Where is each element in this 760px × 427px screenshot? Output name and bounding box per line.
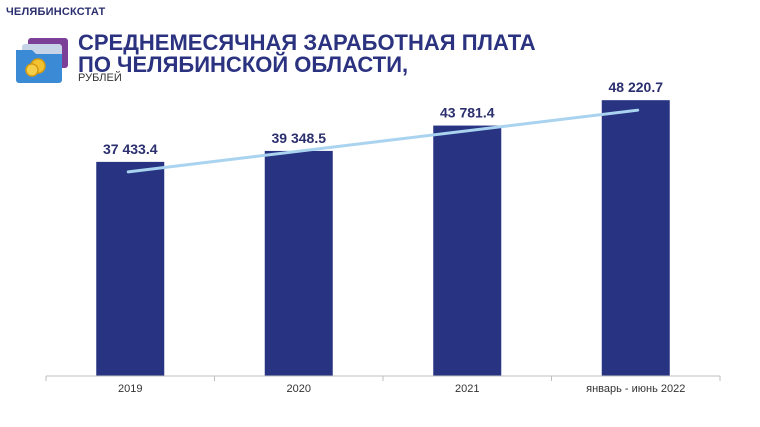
value-label-3: 48 220.7 <box>609 79 664 95</box>
folder-coins-icon <box>16 38 68 83</box>
trend-group <box>126 108 640 174</box>
bar-3 <box>601 100 670 376</box>
x-tick-label-1: 2020 <box>287 383 311 395</box>
x-axis: 2019 2020 2021 январь - июнь 2022 <box>45 375 721 395</box>
value-labels-group: 37 433.4 39 348.5 43 781.4 48 220.7 <box>103 79 663 157</box>
bar-1 <box>264 150 333 376</box>
x-tick-label-3: январь - июнь 2022 <box>586 383 685 395</box>
brand-name: ЧЕЛЯБИНСКСТАТ <box>6 6 106 18</box>
value-label-2: 43 781.4 <box>440 105 495 121</box>
page-title: СРЕДНЕМЕСЯЧНАЯ ЗАРАБОТНАЯ ПЛАТА ПО ЧЕЛЯБ… <box>78 32 718 76</box>
x-tick-label-2: 2021 <box>455 383 479 395</box>
trend-line <box>126 108 640 174</box>
bar-2 <box>433 125 502 376</box>
title-line-2: ПО ЧЕЛЯБИНСКОЙ ОБЛАСТИ, <box>78 52 409 77</box>
title-line-1: СРЕДНЕМЕСЯЧНАЯ ЗАРАБОТНАЯ ПЛАТА <box>78 30 536 55</box>
page-subtitle: РУБЛЕЙ <box>78 72 122 84</box>
value-label-1: 39 348.5 <box>272 130 327 146</box>
bar-0 <box>96 161 165 376</box>
value-label-0: 37 433.4 <box>103 141 158 157</box>
x-tick-label-0: 2019 <box>118 383 142 395</box>
bars-group <box>96 100 670 376</box>
